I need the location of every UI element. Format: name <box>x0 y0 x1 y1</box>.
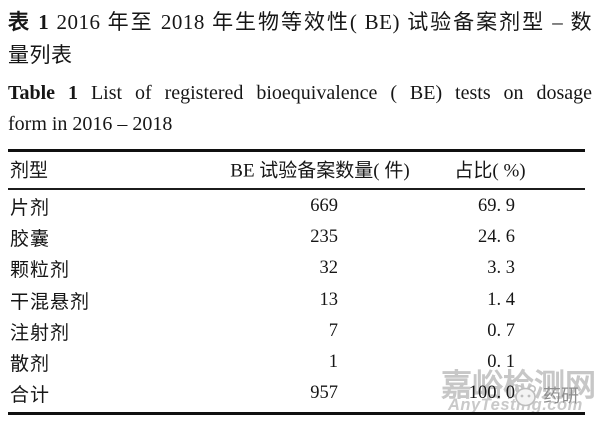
caption-chinese-line1-text: 2016 年至 2018 年生物等效性( BE) 试验备案剂型 – 数 <box>56 10 593 34</box>
cell-count: 32 <box>319 258 339 279</box>
cell-count: 7 <box>328 320 338 341</box>
caption-chinese-line2: 量列表 <box>8 43 73 67</box>
cell-percent: 69. 9 <box>478 196 515 217</box>
caption-chinese-line1: 表 1 2016 年至 2018 年生物等效性( BE) 试验备案剂型 – 数 <box>8 6 592 39</box>
table-number-en: Table 1 <box>8 82 78 104</box>
cell-count: 957 <box>310 383 338 404</box>
cell-dosage-form: 颗粒剂 <box>10 260 71 282</box>
table-header-rule <box>8 188 585 190</box>
cell-count: 1 <box>328 352 338 373</box>
caption-english-line1-text: List of registered bioequivalence ( BE) … <box>90 82 593 104</box>
col-header-count: BE 试验备案数量( 件) <box>230 160 410 182</box>
col-header-percent: 占比( %) <box>454 160 526 182</box>
cell-percent: 0. 1 <box>487 352 515 373</box>
cell-dosage-form: 片剂 <box>10 198 51 220</box>
cell-dosage-form: 注射剂 <box>10 322 71 344</box>
cell-count: 235 <box>310 227 338 248</box>
cell-count: 669 <box>310 196 338 217</box>
table-top-rule <box>8 149 585 152</box>
table-row: 片剂 669 69. 9 <box>8 191 585 222</box>
cell-percent: 100. 0 <box>468 383 515 404</box>
caption-english-line2: form in 2016 – 2018 <box>8 113 173 135</box>
table-header-row: 剂型 BE 试验备案数量( 件) 占比( %) <box>8 150 585 188</box>
cell-dosage-form: 干混悬剂 <box>10 291 91 313</box>
watermark-brand: 药研 <box>512 382 579 408</box>
table-number-zh: 表 1 <box>8 10 50 34</box>
table-body: 片剂 669 69. 9 胶囊 235 24. 6 颗粒剂 32 3. 3 干混… <box>8 191 585 409</box>
watermark-site-domain: AnyTesting.com <box>448 396 583 414</box>
cell-percent: 1. 4 <box>487 289 515 310</box>
cell-percent: 0. 7 <box>487 320 515 341</box>
cell-count: 13 <box>319 289 339 310</box>
table-row: 注射剂 7 0. 7 <box>8 316 585 347</box>
caption-english: Table 1 List of registered bioequivalenc… <box>8 78 592 140</box>
cell-dosage-form: 胶囊 <box>10 229 51 251</box>
cell-dosage-form: 合计 <box>10 385 51 407</box>
table-row: 散剂 1 0. 1 <box>8 347 585 378</box>
panda-logo-icon <box>512 383 539 408</box>
caption-english-line1: Table 1 List of registered bioequivalenc… <box>8 78 592 109</box>
cell-dosage-form: 散剂 <box>10 354 51 376</box>
table-bottom-rule <box>8 412 585 415</box>
table-row: 干混悬剂 13 1. 4 <box>8 285 585 316</box>
cell-percent: 24. 6 <box>478 227 515 248</box>
table-row-total: 合计 957 100. 0 <box>8 378 585 409</box>
caption-chinese: 表 1 2016 年至 2018 年生物等效性( BE) 试验备案剂型 – 数 … <box>8 6 592 72</box>
col-header-dosage-form: 剂型 <box>10 160 49 182</box>
watermark-brand-label: 药研 <box>543 386 579 406</box>
cell-percent: 3. 3 <box>487 258 515 279</box>
table-row: 颗粒剂 32 3. 3 <box>8 253 585 284</box>
table-row: 胶囊 235 24. 6 <box>8 222 585 253</box>
